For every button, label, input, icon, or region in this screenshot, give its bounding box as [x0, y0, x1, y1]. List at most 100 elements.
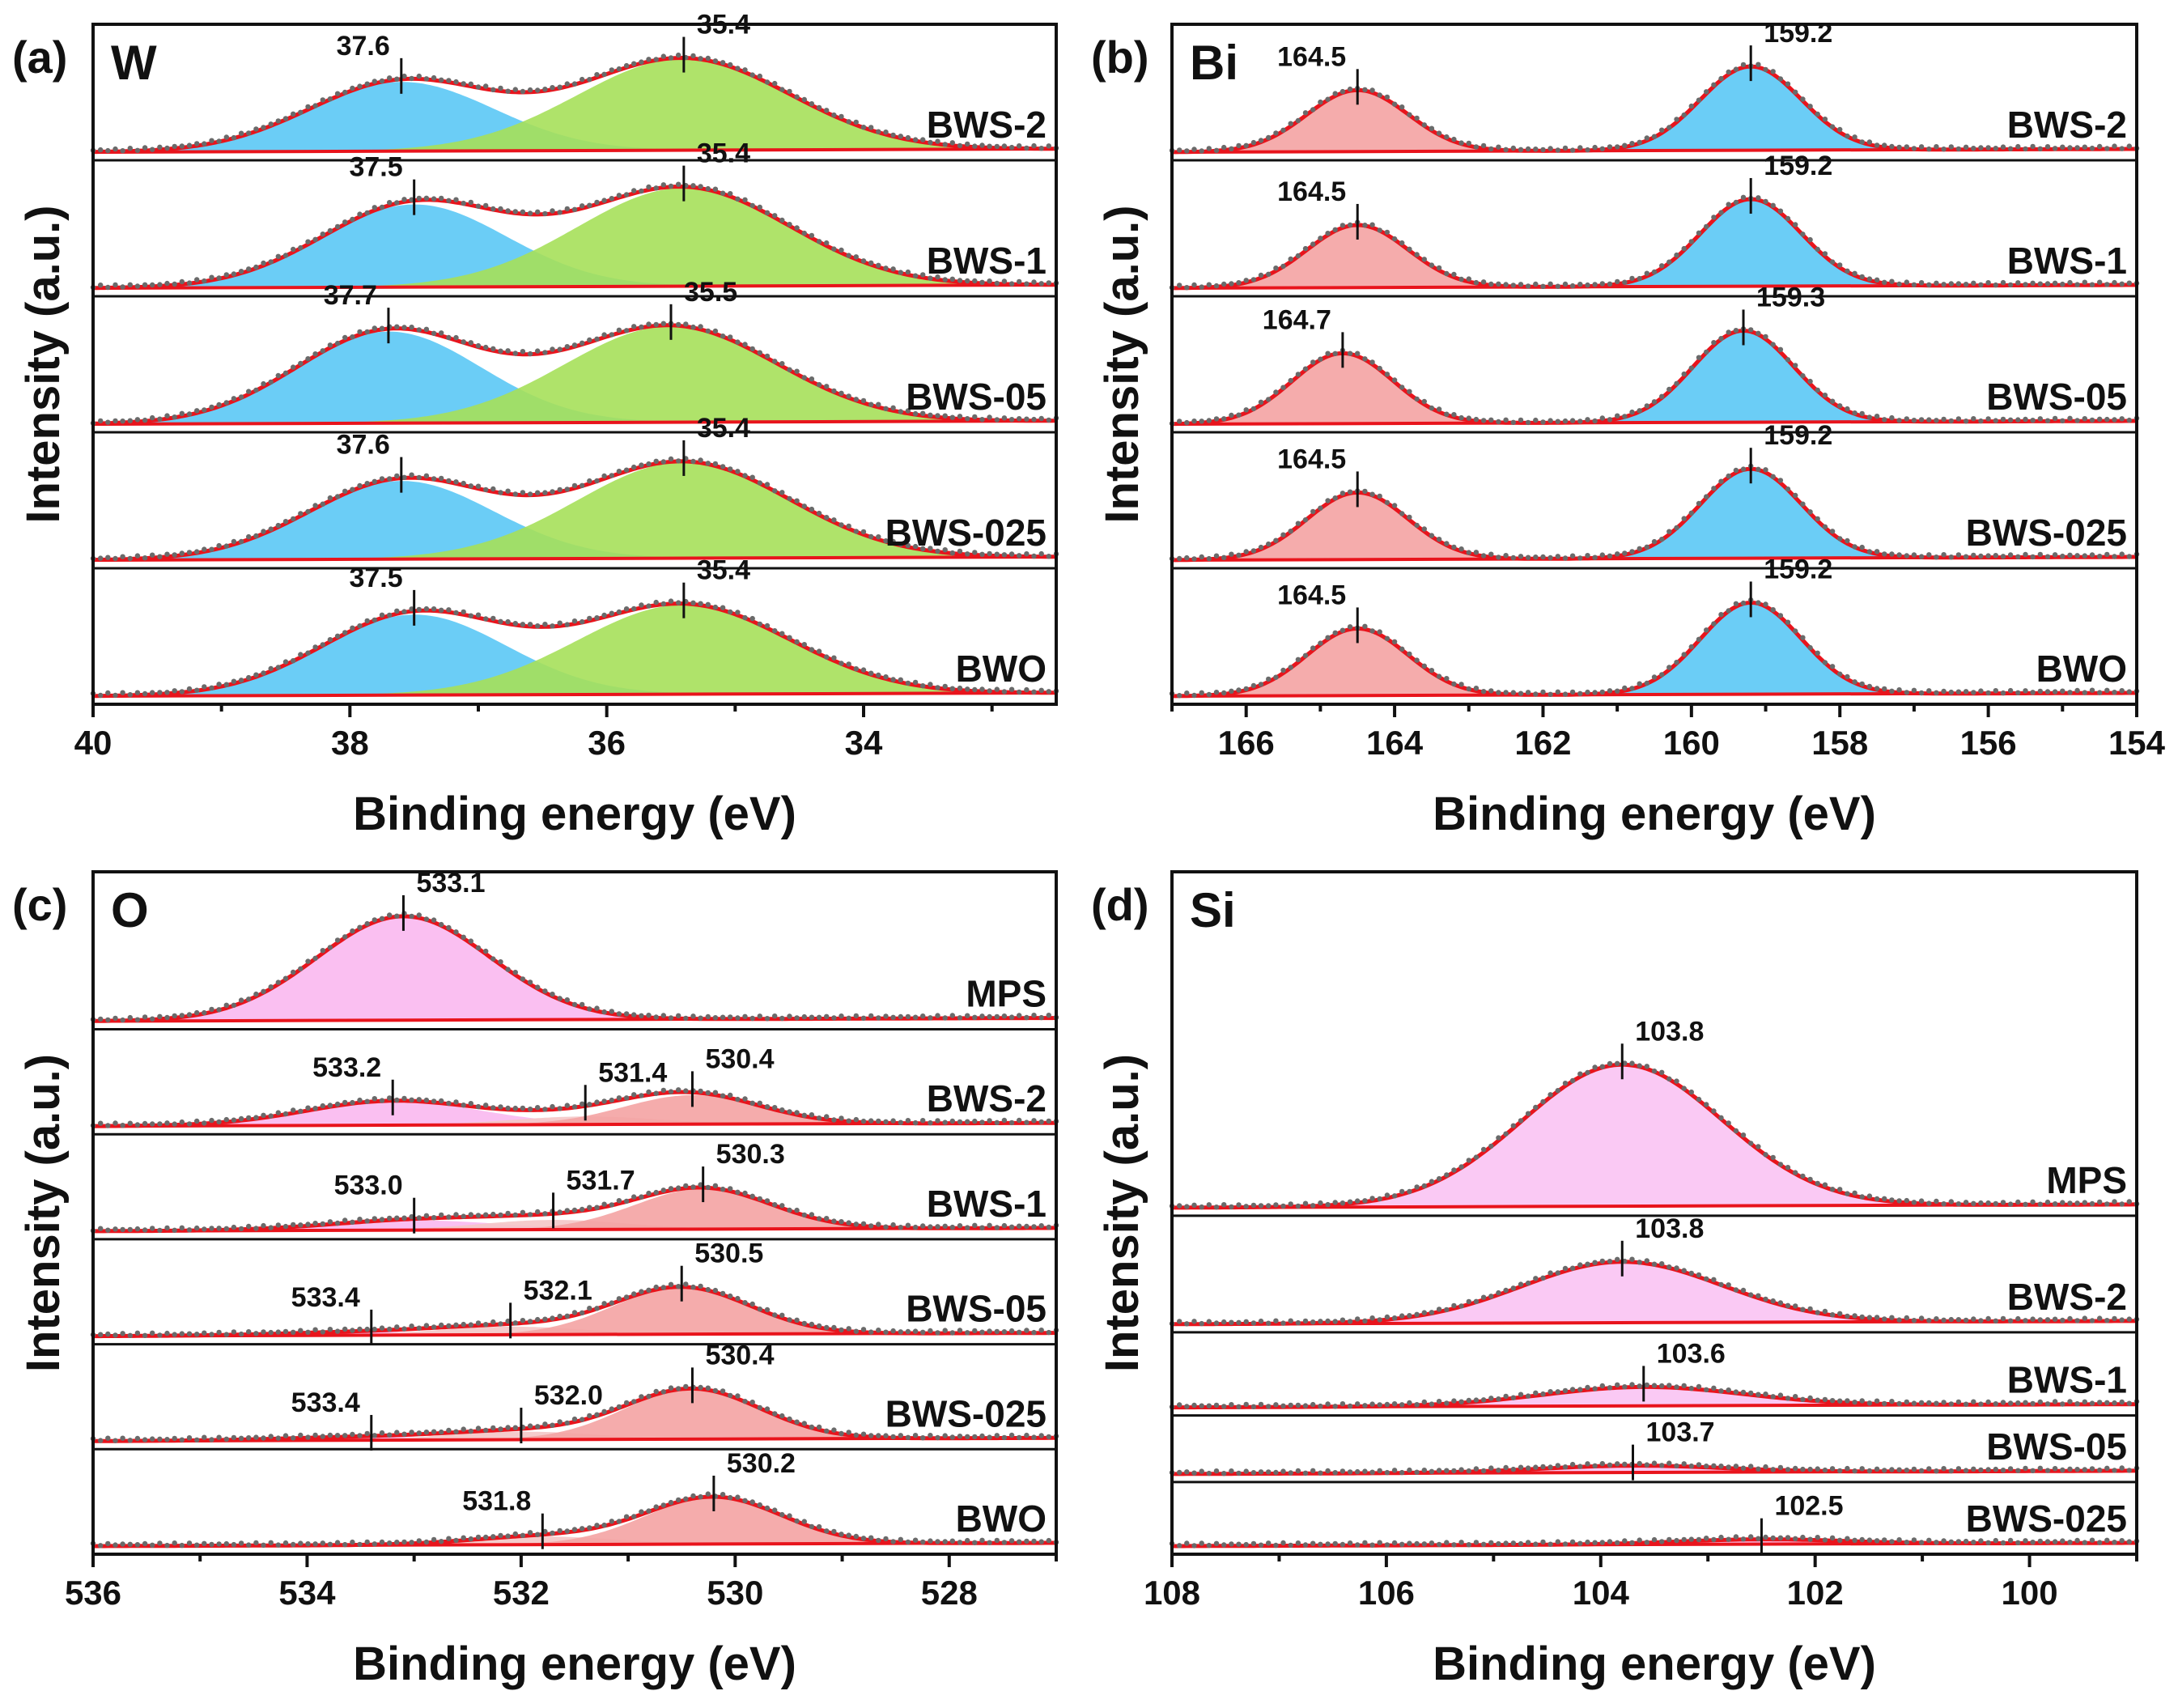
data-point — [949, 1434, 956, 1440]
data-point — [653, 1189, 659, 1196]
data-point — [1889, 143, 1895, 150]
data-point — [2030, 280, 2036, 286]
data-point — [127, 1014, 133, 1021]
data-point — [342, 1326, 348, 1332]
peak-area-bws-025-164.5 — [1172, 492, 2137, 560]
data-point — [1934, 1316, 1939, 1322]
data-point — [1688, 644, 1694, 650]
data-point — [394, 1540, 400, 1545]
data-point — [994, 1225, 1000, 1230]
data-point — [1911, 552, 1917, 558]
data-point — [1955, 1317, 1962, 1323]
data-point — [587, 1306, 592, 1311]
data-point — [571, 482, 578, 489]
data-point — [1866, 1468, 1873, 1474]
data-point — [2007, 1400, 2014, 1406]
data-point — [1038, 1014, 1044, 1021]
data-point — [587, 1413, 592, 1419]
data-point — [1017, 143, 1022, 149]
data-point — [1377, 1540, 1382, 1545]
data-point — [668, 1385, 674, 1391]
data-point — [1280, 1540, 1286, 1546]
data-point — [1518, 1464, 1524, 1470]
data-point — [1024, 416, 1030, 422]
data-point — [2037, 1201, 2043, 1207]
data-point — [350, 1431, 355, 1438]
data-point — [2097, 1467, 2103, 1473]
data-point — [942, 1120, 948, 1125]
sample-label-bws-2: BWS-2 — [2007, 1276, 2127, 1318]
data-point — [987, 1222, 992, 1229]
data-point — [1243, 1204, 1249, 1209]
data-point — [1674, 380, 1679, 386]
data-point — [2060, 688, 2065, 694]
data-point — [1339, 1200, 1346, 1206]
data-point — [1971, 280, 1976, 286]
data-point — [949, 1224, 956, 1230]
data-point — [439, 475, 444, 482]
data-point — [312, 1221, 318, 1226]
data-point — [1904, 1399, 1909, 1405]
data-point — [1852, 1190, 1857, 1196]
data-point — [1001, 1540, 1008, 1545]
data-point — [364, 618, 370, 624]
data-point — [1031, 1118, 1037, 1124]
data-point — [676, 1087, 681, 1093]
data-point — [1024, 145, 1030, 151]
data-point — [357, 482, 363, 489]
data-point — [1866, 683, 1873, 690]
data-point — [1622, 414, 1628, 419]
data-point — [1599, 1258, 1606, 1264]
data-point — [142, 1120, 148, 1127]
data-point — [1948, 689, 1954, 695]
data-point — [749, 202, 755, 209]
data-point — [357, 329, 363, 335]
data-point — [142, 1332, 148, 1339]
data-point — [1785, 619, 1791, 625]
data-point — [231, 1329, 237, 1335]
data-point — [1569, 1461, 1576, 1468]
data-point — [1377, 493, 1382, 499]
data-point — [987, 1540, 992, 1545]
data-point — [2037, 1399, 2043, 1405]
data-point — [483, 1534, 489, 1540]
data-point — [1347, 1540, 1353, 1546]
data-point — [1332, 351, 1338, 356]
data-point — [1243, 407, 1249, 413]
data-point — [150, 282, 155, 288]
data-point — [905, 1434, 911, 1441]
data-point — [1332, 495, 1338, 501]
data-point — [1874, 1398, 1880, 1404]
data-point — [150, 414, 155, 421]
data-point — [1985, 1315, 1991, 1322]
data-point — [2060, 1200, 2065, 1205]
data-point — [423, 605, 430, 612]
data-point — [483, 1427, 489, 1434]
data-point — [1031, 1224, 1037, 1230]
data-point — [853, 1432, 860, 1438]
data-point — [557, 346, 563, 352]
data-point — [1355, 351, 1361, 356]
data-point — [1763, 1296, 1768, 1302]
data-point — [979, 1329, 985, 1335]
data-point — [483, 616, 489, 622]
data-point — [1466, 1298, 1472, 1305]
data-point — [1807, 509, 1813, 515]
data-point — [912, 137, 919, 142]
sample-label-bws-05: BWS-05 — [1986, 376, 2127, 418]
data-point — [794, 1518, 800, 1524]
data-point — [2044, 1317, 2051, 1323]
data-point — [1934, 690, 1939, 695]
data-point — [512, 1531, 518, 1537]
data-point — [1008, 417, 1015, 423]
data-point — [690, 600, 696, 605]
data-point — [1785, 1467, 1791, 1472]
data-point — [282, 1328, 289, 1335]
data-point — [1429, 668, 1435, 673]
data-point — [571, 342, 578, 348]
data-point — [1421, 122, 1428, 128]
data-point — [350, 334, 355, 340]
data-point — [1362, 623, 1368, 629]
